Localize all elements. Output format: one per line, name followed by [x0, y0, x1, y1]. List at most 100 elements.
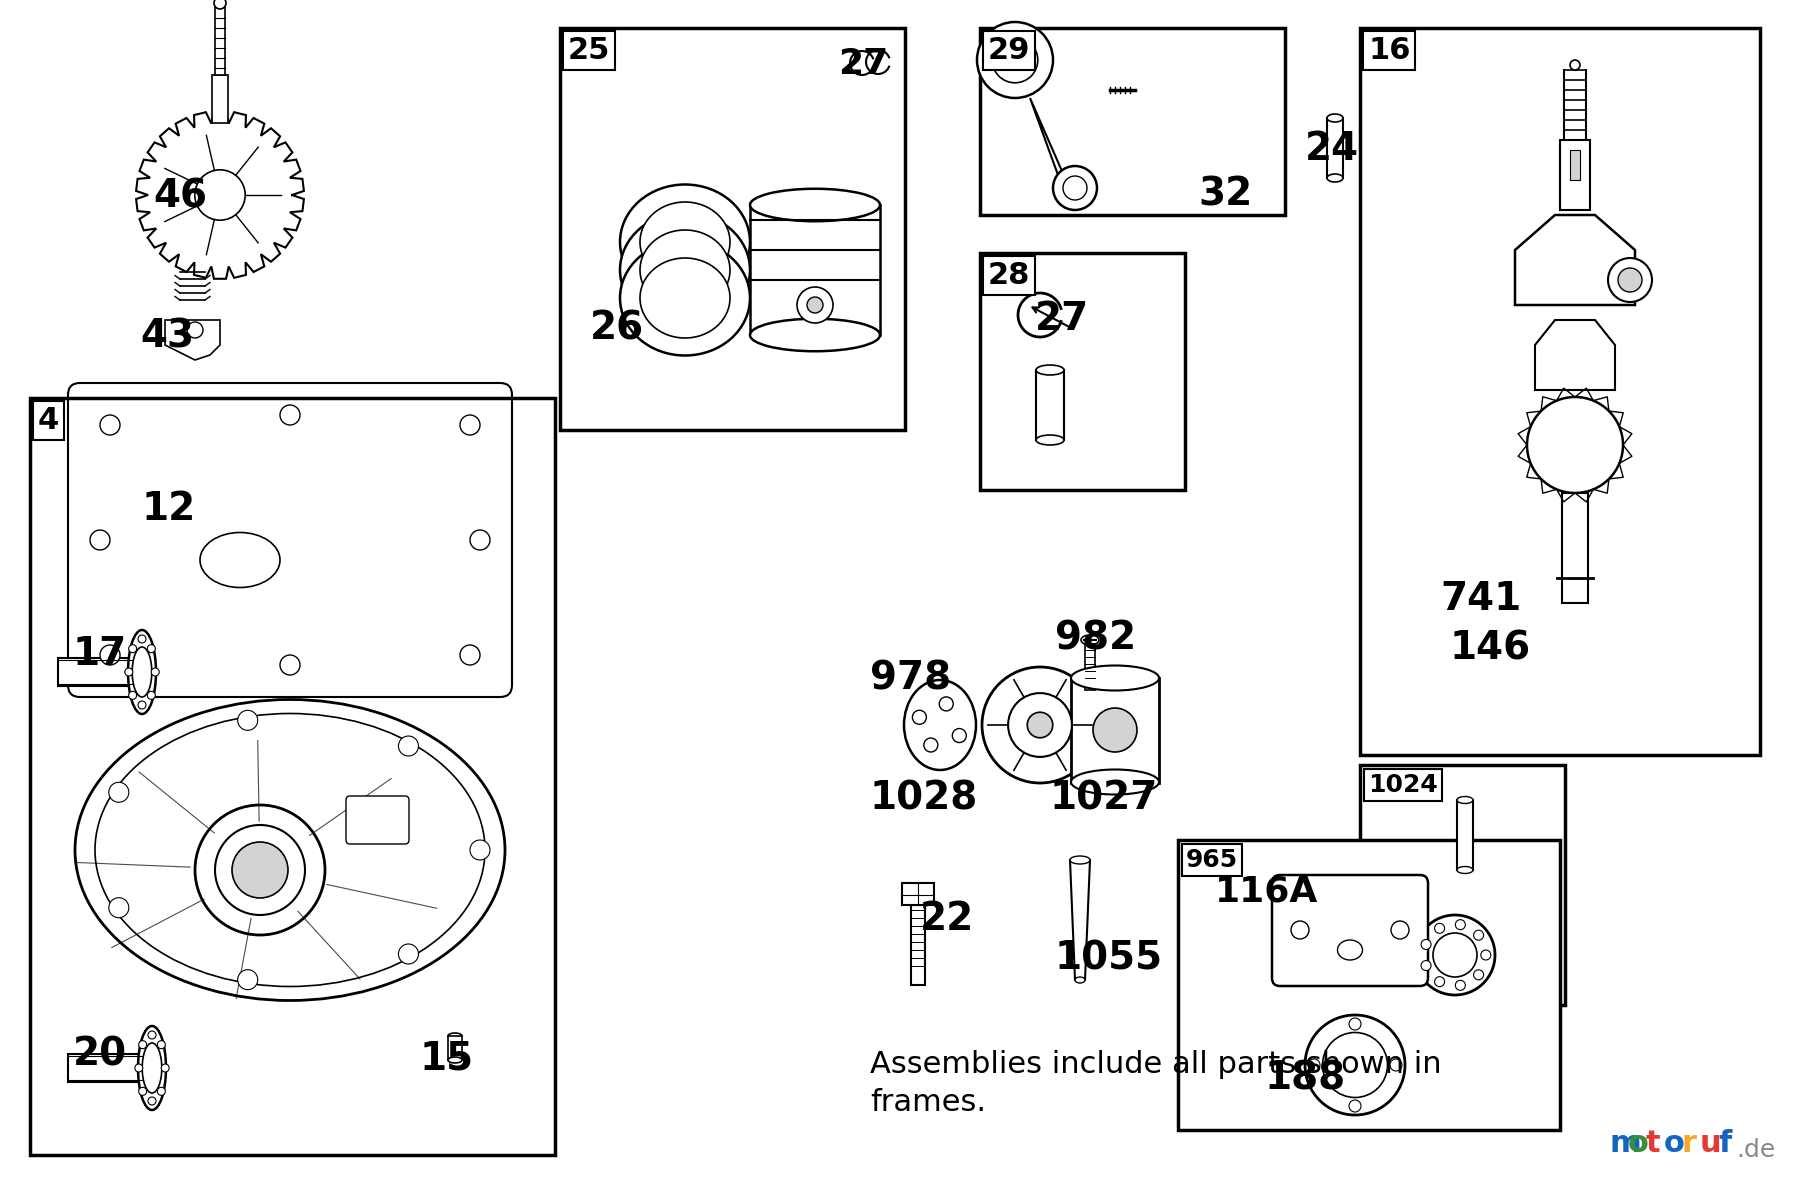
Text: 188: 188 [1265, 1060, 1346, 1098]
Text: 12: 12 [142, 490, 196, 527]
Circle shape [128, 691, 137, 700]
Text: 965: 965 [1186, 848, 1238, 872]
Bar [1570, 150, 1580, 181]
Ellipse shape [1037, 365, 1064, 376]
Circle shape [124, 669, 133, 676]
Ellipse shape [619, 184, 751, 299]
Text: 17: 17 [74, 635, 128, 673]
Text: 4: 4 [38, 405, 59, 435]
Circle shape [148, 645, 155, 653]
Circle shape [1348, 1018, 1361, 1030]
Text: 32: 32 [1199, 175, 1253, 213]
Circle shape [1391, 921, 1409, 939]
Circle shape [135, 1064, 142, 1072]
Ellipse shape [131, 647, 151, 697]
Circle shape [232, 842, 288, 898]
Circle shape [913, 710, 927, 725]
Circle shape [214, 0, 227, 10]
Polygon shape [1069, 860, 1091, 980]
Text: 1024: 1024 [1368, 773, 1438, 797]
Circle shape [214, 825, 304, 915]
Circle shape [187, 322, 203, 338]
Bar [1361, 765, 1564, 1005]
Polygon shape [1535, 321, 1615, 390]
Circle shape [108, 898, 130, 917]
FancyBboxPatch shape [1273, 875, 1427, 986]
Polygon shape [1516, 215, 1634, 305]
Circle shape [1093, 708, 1138, 752]
Circle shape [139, 635, 146, 643]
Bar [979, 254, 1184, 490]
Circle shape [1435, 977, 1445, 987]
Circle shape [1607, 258, 1652, 303]
Circle shape [952, 728, 967, 743]
Text: 27: 27 [1035, 300, 1089, 338]
Ellipse shape [641, 202, 731, 282]
Text: t: t [1645, 1129, 1661, 1158]
Bar [1037, 370, 1064, 440]
Circle shape [139, 1041, 146, 1049]
Circle shape [470, 840, 490, 860]
Circle shape [1415, 915, 1496, 995]
Text: 1028: 1028 [869, 780, 977, 818]
Text: 982: 982 [1055, 620, 1136, 658]
Ellipse shape [1456, 797, 1472, 804]
Circle shape [281, 405, 301, 425]
Circle shape [148, 1097, 157, 1105]
Circle shape [923, 738, 938, 752]
Circle shape [1481, 950, 1490, 960]
Bar [1071, 678, 1159, 783]
Circle shape [1435, 923, 1445, 933]
Bar [979, 28, 1285, 215]
Circle shape [992, 37, 1039, 83]
Bar [212, 75, 229, 123]
Bar [1562, 493, 1588, 603]
Circle shape [1053, 166, 1096, 210]
Bar [1361, 28, 1760, 755]
Text: m: m [1609, 1129, 1642, 1158]
Bar [214, 4, 225, 75]
Circle shape [162, 1064, 169, 1072]
Ellipse shape [751, 189, 880, 221]
Bar [1561, 140, 1589, 210]
Ellipse shape [128, 630, 157, 714]
Ellipse shape [1075, 977, 1085, 983]
Ellipse shape [76, 700, 506, 1001]
Ellipse shape [1327, 173, 1343, 182]
Bar [1177, 840, 1561, 1130]
Circle shape [1309, 1058, 1319, 1070]
Ellipse shape [1069, 856, 1091, 864]
Ellipse shape [1456, 866, 1472, 873]
Text: 43: 43 [140, 318, 194, 356]
Ellipse shape [142, 1043, 162, 1093]
Text: 741: 741 [1440, 580, 1521, 618]
Circle shape [151, 669, 158, 676]
Circle shape [1008, 694, 1073, 757]
Circle shape [90, 530, 110, 550]
Text: 1055: 1055 [1055, 940, 1163, 978]
Circle shape [101, 415, 121, 435]
Ellipse shape [904, 681, 976, 770]
Bar [31, 398, 554, 1155]
Ellipse shape [1071, 769, 1159, 794]
Circle shape [157, 1087, 166, 1096]
Circle shape [470, 530, 490, 550]
Circle shape [1456, 981, 1465, 990]
Ellipse shape [641, 230, 731, 310]
Text: 15: 15 [419, 1041, 473, 1078]
Text: 28: 28 [988, 261, 1030, 289]
Bar [1327, 118, 1343, 178]
Ellipse shape [1082, 635, 1100, 645]
FancyBboxPatch shape [346, 797, 409, 844]
Bar [751, 205, 880, 335]
Circle shape [1618, 268, 1642, 292]
Text: 20: 20 [74, 1035, 128, 1073]
Polygon shape [137, 111, 304, 279]
Text: 22: 22 [920, 901, 974, 938]
Circle shape [461, 645, 481, 665]
Circle shape [1291, 921, 1309, 939]
Text: 29: 29 [988, 36, 1030, 65]
FancyBboxPatch shape [902, 883, 934, 905]
Text: 26: 26 [590, 310, 644, 348]
Circle shape [101, 645, 121, 665]
